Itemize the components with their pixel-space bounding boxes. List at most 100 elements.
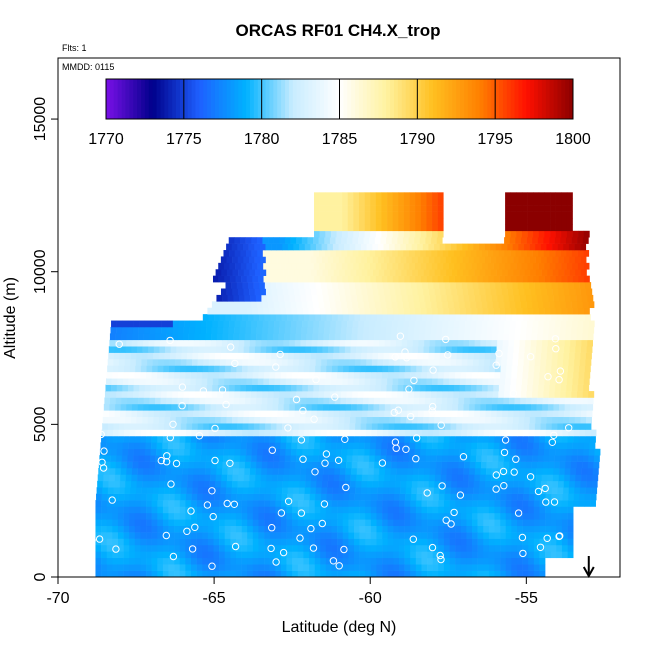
heatmap-cell bbox=[328, 339, 335, 347]
sample-point bbox=[157, 456, 166, 465]
heatmap-cell bbox=[190, 378, 197, 385]
heatmap-cell bbox=[511, 570, 518, 578]
heatmap-cell bbox=[169, 423, 176, 430]
heatmap-cell bbox=[289, 403, 296, 411]
heatmap-cell bbox=[265, 243, 272, 251]
heatmap-cell bbox=[508, 294, 515, 302]
heatmap-cell bbox=[348, 532, 355, 539]
heatmap-cell bbox=[493, 442, 500, 450]
heatmap-cell bbox=[306, 461, 313, 469]
heatmap-cell bbox=[281, 314, 288, 321]
heatmap-cell bbox=[306, 294, 313, 302]
heatmap-cell bbox=[114, 410, 121, 418]
heatmap-cell bbox=[556, 532, 563, 539]
heatmap-cell bbox=[532, 250, 539, 257]
heatmap-cell bbox=[566, 448, 573, 456]
heatmap-cell bbox=[419, 461, 426, 469]
heatmap-cell bbox=[303, 564, 310, 571]
heatmap-cell bbox=[247, 493, 254, 501]
heatmap-cell bbox=[351, 403, 358, 411]
heatmap-cell bbox=[140, 551, 147, 559]
heatmap-cell bbox=[115, 339, 121, 347]
heatmap-cell bbox=[272, 333, 279, 341]
heatmap-cell bbox=[419, 326, 426, 334]
heatmap-cell bbox=[482, 384, 488, 392]
heatmap-cell bbox=[303, 544, 310, 552]
heatmap-cell bbox=[258, 435, 265, 443]
heatmap-cell bbox=[510, 384, 517, 392]
heatmap-cell bbox=[563, 480, 570, 488]
heatmap-cell bbox=[311, 410, 318, 418]
heatmap-cell bbox=[213, 532, 220, 539]
heatmap-cell bbox=[561, 198, 568, 206]
heatmap-cell bbox=[124, 487, 131, 494]
heatmap-cell bbox=[286, 532, 293, 539]
heatmap-cell bbox=[396, 461, 403, 469]
heatmap-cell bbox=[518, 416, 525, 424]
heatmap-cell bbox=[479, 416, 486, 424]
heatmap-cell bbox=[550, 532, 557, 539]
heatmap-cell bbox=[569, 410, 576, 418]
heatmap-cell bbox=[235, 564, 242, 571]
heatmap-cell bbox=[427, 570, 433, 578]
heatmap-cell bbox=[264, 519, 270, 527]
sample-point bbox=[208, 562, 216, 570]
heatmap-cell bbox=[576, 294, 583, 302]
heatmap-cell bbox=[353, 230, 360, 238]
heatmap-cell bbox=[369, 326, 375, 334]
heatmap-cell bbox=[552, 416, 559, 424]
heatmap-cell bbox=[165, 468, 172, 475]
heatmap-cell bbox=[535, 346, 542, 353]
heatmap-cell bbox=[291, 442, 298, 450]
heatmap-cell bbox=[327, 256, 334, 264]
heatmap-cell bbox=[510, 224, 517, 232]
heatmap-cell bbox=[561, 525, 568, 533]
heatmap-cell bbox=[581, 339, 588, 347]
heatmap-cell bbox=[280, 544, 287, 552]
heatmap-cell bbox=[303, 500, 310, 507]
heatmap-cell bbox=[437, 320, 443, 328]
heatmap-cell bbox=[202, 314, 209, 321]
heatmap-cell bbox=[533, 198, 540, 206]
heatmap-cell bbox=[398, 544, 405, 552]
heatmap-cell bbox=[415, 378, 422, 385]
heatmap-cell bbox=[251, 391, 257, 398]
heatmap-cell bbox=[583, 250, 590, 257]
heatmap-cell bbox=[242, 429, 249, 437]
heatmap-cell bbox=[374, 461, 381, 469]
heatmap-cell bbox=[544, 307, 551, 315]
heatmap-cell bbox=[525, 333, 532, 341]
heatmap-cell bbox=[291, 307, 298, 315]
heatmap-cell bbox=[351, 468, 358, 475]
heatmap-cell bbox=[111, 378, 118, 385]
heatmap-cell bbox=[496, 256, 503, 264]
colorbar-segment bbox=[362, 79, 368, 119]
heatmap-cell bbox=[134, 378, 141, 385]
heatmap-cell bbox=[522, 532, 529, 539]
heatmap-cell bbox=[370, 442, 377, 450]
heatmap-cell bbox=[217, 326, 224, 334]
heatmap-cell bbox=[266, 339, 273, 347]
heatmap-cell bbox=[558, 480, 564, 488]
heatmap-cell bbox=[510, 217, 517, 225]
heatmap-cell bbox=[202, 500, 209, 507]
sample-point bbox=[331, 393, 339, 401]
heatmap-cell bbox=[449, 365, 456, 373]
heatmap-cell bbox=[505, 500, 512, 507]
heatmap-cell bbox=[219, 500, 226, 507]
heatmap-cell bbox=[585, 282, 592, 289]
heatmap-cell bbox=[582, 333, 588, 341]
heatmap-cell bbox=[224, 551, 231, 559]
heatmap-cell bbox=[393, 532, 400, 539]
heatmap-cell bbox=[387, 519, 394, 527]
heatmap-cell bbox=[248, 423, 255, 430]
heatmap-cell bbox=[307, 237, 314, 244]
heatmap-cell bbox=[235, 275, 242, 283]
heatmap-cell bbox=[146, 544, 152, 552]
heatmap-cell bbox=[432, 557, 439, 565]
heatmap-cell bbox=[163, 429, 170, 437]
colorbar-segment bbox=[133, 79, 138, 119]
heatmap-cell bbox=[260, 480, 267, 488]
heatmap-cell bbox=[284, 391, 291, 398]
heatmap-cell bbox=[290, 326, 297, 334]
